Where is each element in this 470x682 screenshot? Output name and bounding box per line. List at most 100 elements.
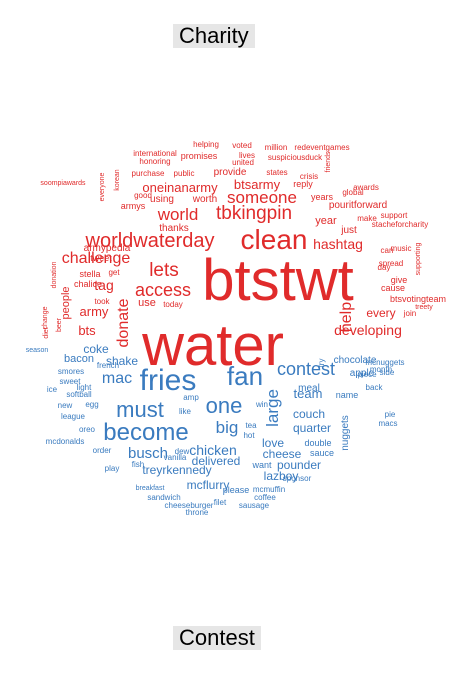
word-united: united [232, 158, 254, 167]
word-large: large [263, 389, 282, 427]
word-make: make [357, 214, 377, 223]
word-chalice: chalice [74, 279, 102, 289]
word-every: every [366, 306, 395, 320]
word-one: one [206, 393, 243, 418]
word-league: league [61, 412, 86, 421]
word-diet: diet [43, 327, 50, 338]
word-worth: worth [192, 194, 217, 205]
word-cheeseburger: cheeseburger [165, 501, 214, 510]
word-cause: cause [381, 283, 405, 293]
word-dew: dew [175, 447, 190, 456]
word-please: please [223, 485, 250, 495]
word-honoring: honoring [139, 157, 170, 166]
word-took: took [94, 297, 110, 306]
word-quarter: quarter [293, 421, 331, 435]
word-soompiawards: soompiawards [40, 180, 86, 187]
word-amp: amp [183, 393, 199, 402]
word-use: use [138, 297, 156, 309]
word-become: become [103, 419, 188, 446]
word-order: order [93, 446, 112, 455]
word-change: change [42, 306, 49, 329]
word-breakfast: breakfast [136, 485, 165, 492]
word-chocolate: chocolate [334, 355, 377, 366]
word-mcmuffin: mcmuffin [253, 485, 285, 494]
word-support: support [381, 211, 408, 220]
word-lives: lives [239, 151, 255, 160]
word-french: french [97, 361, 119, 370]
word-sponsor: sponsor [283, 474, 312, 483]
word-delivered: delivered [192, 454, 241, 468]
word-apple: apple [350, 368, 375, 379]
word-mcdonalds: mcdonalds [46, 437, 85, 446]
word-donation: donation [51, 261, 58, 288]
word-fries: fries [140, 364, 197, 397]
word-lazboy: lazboy [264, 469, 299, 483]
word-vanilla: vanilla [164, 453, 187, 462]
word-states: states [266, 168, 287, 177]
word-mac: mac [102, 370, 132, 387]
word-tbkingpin: tbkingpin [216, 203, 292, 224]
word-softball: softball [66, 390, 92, 399]
word-contest: contest [277, 359, 335, 379]
word-public: public [174, 169, 195, 178]
word-clean: clean [241, 224, 308, 255]
word-tag: tag [94, 277, 113, 293]
word-must: must [116, 397, 164, 422]
word-just: just [340, 225, 357, 236]
word-challenge: challenge [62, 250, 131, 267]
word-fish: fish [132, 460, 144, 469]
word-btsvotingteam: btsvotingteam [390, 294, 446, 304]
word-btstwt: btstwt [202, 248, 354, 313]
word-year: year [315, 215, 337, 227]
word-hashtag: hashtag [313, 236, 363, 252]
word-access: access [135, 280, 191, 300]
word-can: can [381, 246, 394, 255]
word-want: want [251, 460, 272, 470]
word-mcnuggets: mcnuggets [365, 358, 404, 367]
word-stacheforcharity: stacheforcharity [372, 220, 428, 229]
word-side: side [380, 368, 395, 377]
word-global: global [342, 188, 364, 197]
word-people: people [60, 286, 72, 319]
word-love: love [262, 436, 284, 450]
word-years: years [311, 192, 334, 202]
word-world: world [157, 205, 199, 224]
word-helping: helping [193, 140, 219, 149]
contest-label: Contest [173, 626, 261, 650]
word-voted: voted [232, 141, 252, 150]
word-spread: spread [379, 259, 403, 268]
word-tea: tea [245, 421, 257, 430]
word-chicken: chicken [189, 442, 236, 458]
word-season: season [26, 347, 49, 354]
word-reply: reply [293, 179, 313, 189]
word-coke: coke [83, 342, 109, 356]
word-coffee: coffee [254, 493, 276, 502]
word-thanks: thanks [159, 223, 188, 234]
word-oreo: oreo [79, 425, 96, 434]
word-help: help [338, 302, 355, 332]
word-big: big [216, 418, 239, 437]
word-nuggets: nuggets [340, 415, 351, 451]
word-sausage: sausage [239, 501, 270, 510]
word-hot: hot [243, 431, 255, 440]
word-light: light [77, 383, 92, 392]
word-everyone: everyone [99, 172, 106, 201]
word-give: give [391, 275, 408, 285]
word-armys: armys [121, 201, 146, 211]
word-sandwich: sandwich [147, 493, 180, 502]
word-armypedia: armypedia [84, 243, 131, 254]
word-join: join [403, 309, 416, 318]
word-smores: smores [58, 367, 84, 376]
word-stella: stella [79, 269, 100, 279]
word-music: music [391, 244, 412, 253]
word-double: double [304, 438, 331, 448]
word-back: back [366, 383, 384, 392]
word-lets: lets [149, 260, 179, 281]
word-pounder: pounder [277, 458, 321, 472]
word-worldwaterday: worldwaterday [85, 230, 215, 252]
word-treyrkennedy: treyrkennedy [142, 463, 211, 477]
word-throne: throne [186, 508, 209, 517]
word-couch: couch [293, 407, 325, 421]
word-good: good [134, 191, 152, 200]
word-busch: busch [128, 445, 168, 462]
